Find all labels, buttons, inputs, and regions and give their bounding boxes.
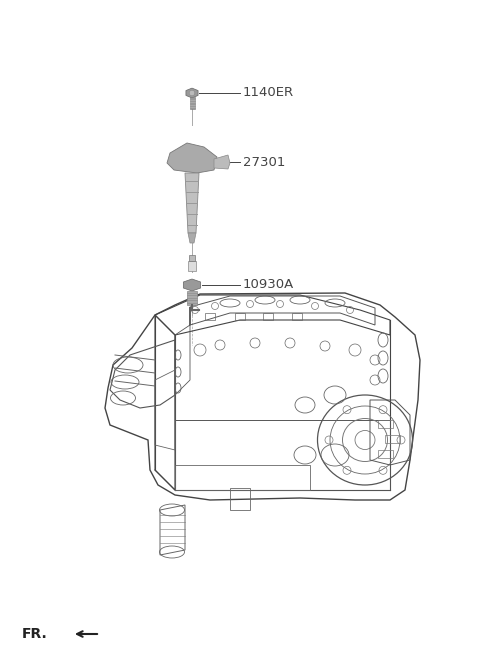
Bar <box>189 255 195 261</box>
Polygon shape <box>186 88 198 98</box>
Bar <box>235 313 245 320</box>
Bar <box>190 97 194 109</box>
Polygon shape <box>214 155 230 169</box>
Bar <box>205 313 215 320</box>
Text: 1140ER: 1140ER <box>243 87 294 99</box>
Bar <box>378 450 393 458</box>
Bar <box>378 420 393 428</box>
Polygon shape <box>188 233 196 243</box>
Polygon shape <box>167 143 217 173</box>
Polygon shape <box>183 279 201 291</box>
Polygon shape <box>185 173 199 233</box>
Bar <box>292 313 302 320</box>
Circle shape <box>189 90 195 96</box>
Bar <box>263 313 273 320</box>
Bar <box>187 290 197 305</box>
Text: 10930A: 10930A <box>243 279 294 292</box>
Text: FR.: FR. <box>22 627 48 641</box>
Bar <box>385 435 400 443</box>
Bar <box>188 261 196 271</box>
Text: 27301: 27301 <box>243 156 286 168</box>
